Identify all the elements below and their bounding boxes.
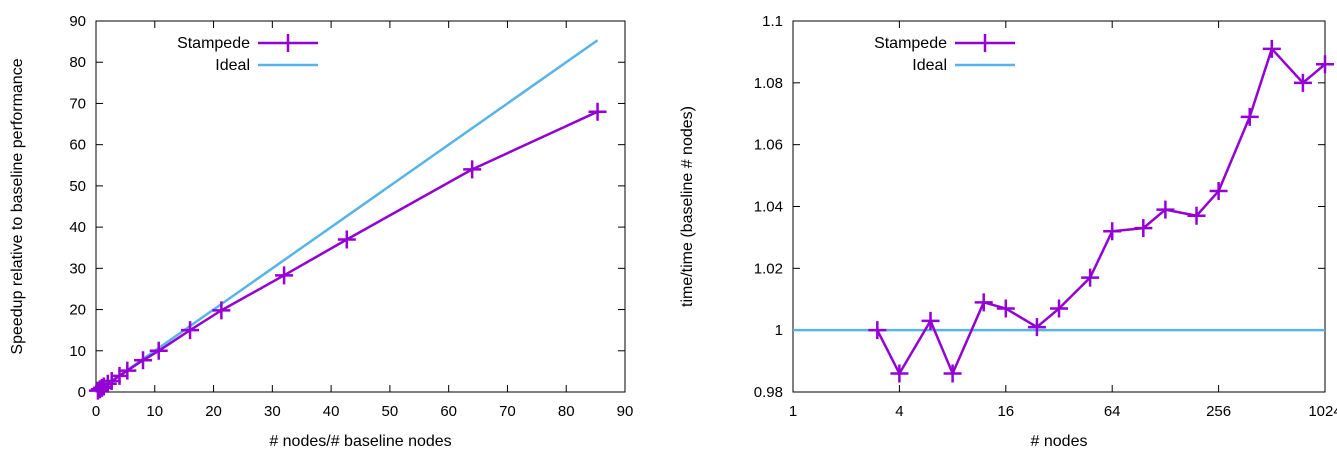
data-point — [868, 321, 887, 340]
legend-label-stampede: Stampede — [177, 35, 250, 52]
time-ratio-chart: 1 4 16 64 256 1024 0.98 1 1.02 1.04 1.06 1.08 1.1 # n… — [679, 13, 1337, 450]
data-point — [1209, 182, 1228, 201]
plot-frame — [792, 20, 1326, 393]
x-tick-label: 10 — [146, 403, 163, 420]
data-point — [1240, 107, 1259, 126]
x-tick-label: 60 — [440, 403, 457, 420]
x-tick-label: 16 — [997, 403, 1014, 420]
plot-frame — [95, 20, 626, 393]
data-point — [996, 299, 1015, 318]
legend-label-stampede: Stampede — [874, 35, 947, 52]
data-point — [1316, 55, 1334, 74]
data-point — [181, 321, 200, 340]
data-point — [1293, 73, 1312, 92]
y-tick-label: 1.04 — [754, 199, 783, 216]
data-point — [1050, 299, 1068, 318]
y-tick-label: 80 — [69, 54, 86, 71]
data-point — [1156, 200, 1175, 219]
y-tick-label: 1.06 — [754, 137, 783, 154]
series-line-stampede — [97, 110, 599, 392]
data-point — [463, 160, 482, 179]
x-axis-label: # nodes/# baseline nodes — [269, 433, 451, 450]
data-point — [1134, 219, 1153, 238]
x-tick-label: 64 — [1104, 403, 1121, 420]
x-tick-label: 1024 — [1308, 403, 1337, 420]
data-point — [337, 230, 356, 249]
y-tick-label: 60 — [69, 137, 86, 154]
data-point — [1081, 268, 1100, 287]
data-point — [974, 293, 993, 312]
y-tick-label: 1.1 — [762, 13, 783, 30]
legend-label-ideal: Ideal — [912, 57, 947, 74]
data-point — [134, 351, 153, 370]
x-tick-label: 50 — [382, 403, 399, 420]
data-point — [98, 374, 117, 393]
series-line-stampede — [876, 47, 1326, 375]
y-axis-label: time/time (baseline # nodes) — [679, 106, 696, 307]
data-point — [921, 311, 940, 330]
data-point — [588, 102, 607, 121]
y-tick-label: 30 — [69, 260, 86, 277]
x-tick-label: 30 — [264, 403, 281, 420]
y-tick-label: 0.98 — [754, 384, 783, 401]
y-tick-label: 0 — [78, 384, 86, 401]
x-tick-label: 40 — [323, 403, 340, 420]
x-tick-label: 256 — [1206, 403, 1231, 420]
data-point — [1027, 318, 1046, 337]
y-tick-label: 70 — [69, 95, 86, 112]
data-point — [943, 364, 962, 383]
x-axis-label: # nodes — [1031, 433, 1088, 450]
x-tick-label: 0 — [92, 403, 100, 420]
y-tick-label: 90 — [69, 13, 86, 30]
x-tick-label: 90 — [617, 403, 634, 420]
y-tick-label: 20 — [69, 302, 86, 319]
x-tick-label: 4 — [895, 403, 903, 420]
y-tick-label: 1.02 — [754, 260, 783, 277]
x-tick-label: 80 — [558, 403, 575, 420]
data-point — [212, 301, 231, 320]
y-tick-label: 50 — [69, 178, 86, 195]
y-tick-label: 1 — [775, 322, 783, 339]
speedup-chart: 0 10 20 30 40 50 60 70 80 90 0 10 20 30 40 50 60 70 80 90 # … — [9, 13, 633, 450]
data-point — [275, 266, 294, 285]
data-point — [118, 361, 137, 380]
data-point — [1187, 206, 1206, 225]
legend-label-ideal: Ideal — [215, 57, 250, 74]
x-tick-label: 1 — [789, 403, 797, 420]
data-point — [1103, 222, 1122, 241]
x-tick-label: 70 — [499, 403, 516, 420]
data-point — [890, 364, 909, 383]
y-tick-label: 1.08 — [754, 75, 783, 92]
series-line-ideal — [95, 39, 599, 394]
data-point — [149, 341, 168, 360]
x-tick-label: 20 — [205, 403, 222, 420]
y-tick-label: 10 — [69, 343, 86, 360]
y-axis-label: Speedup relative to baseline performance — [9, 58, 26, 354]
y-tick-label: 40 — [69, 219, 86, 236]
data-point — [1262, 39, 1281, 58]
